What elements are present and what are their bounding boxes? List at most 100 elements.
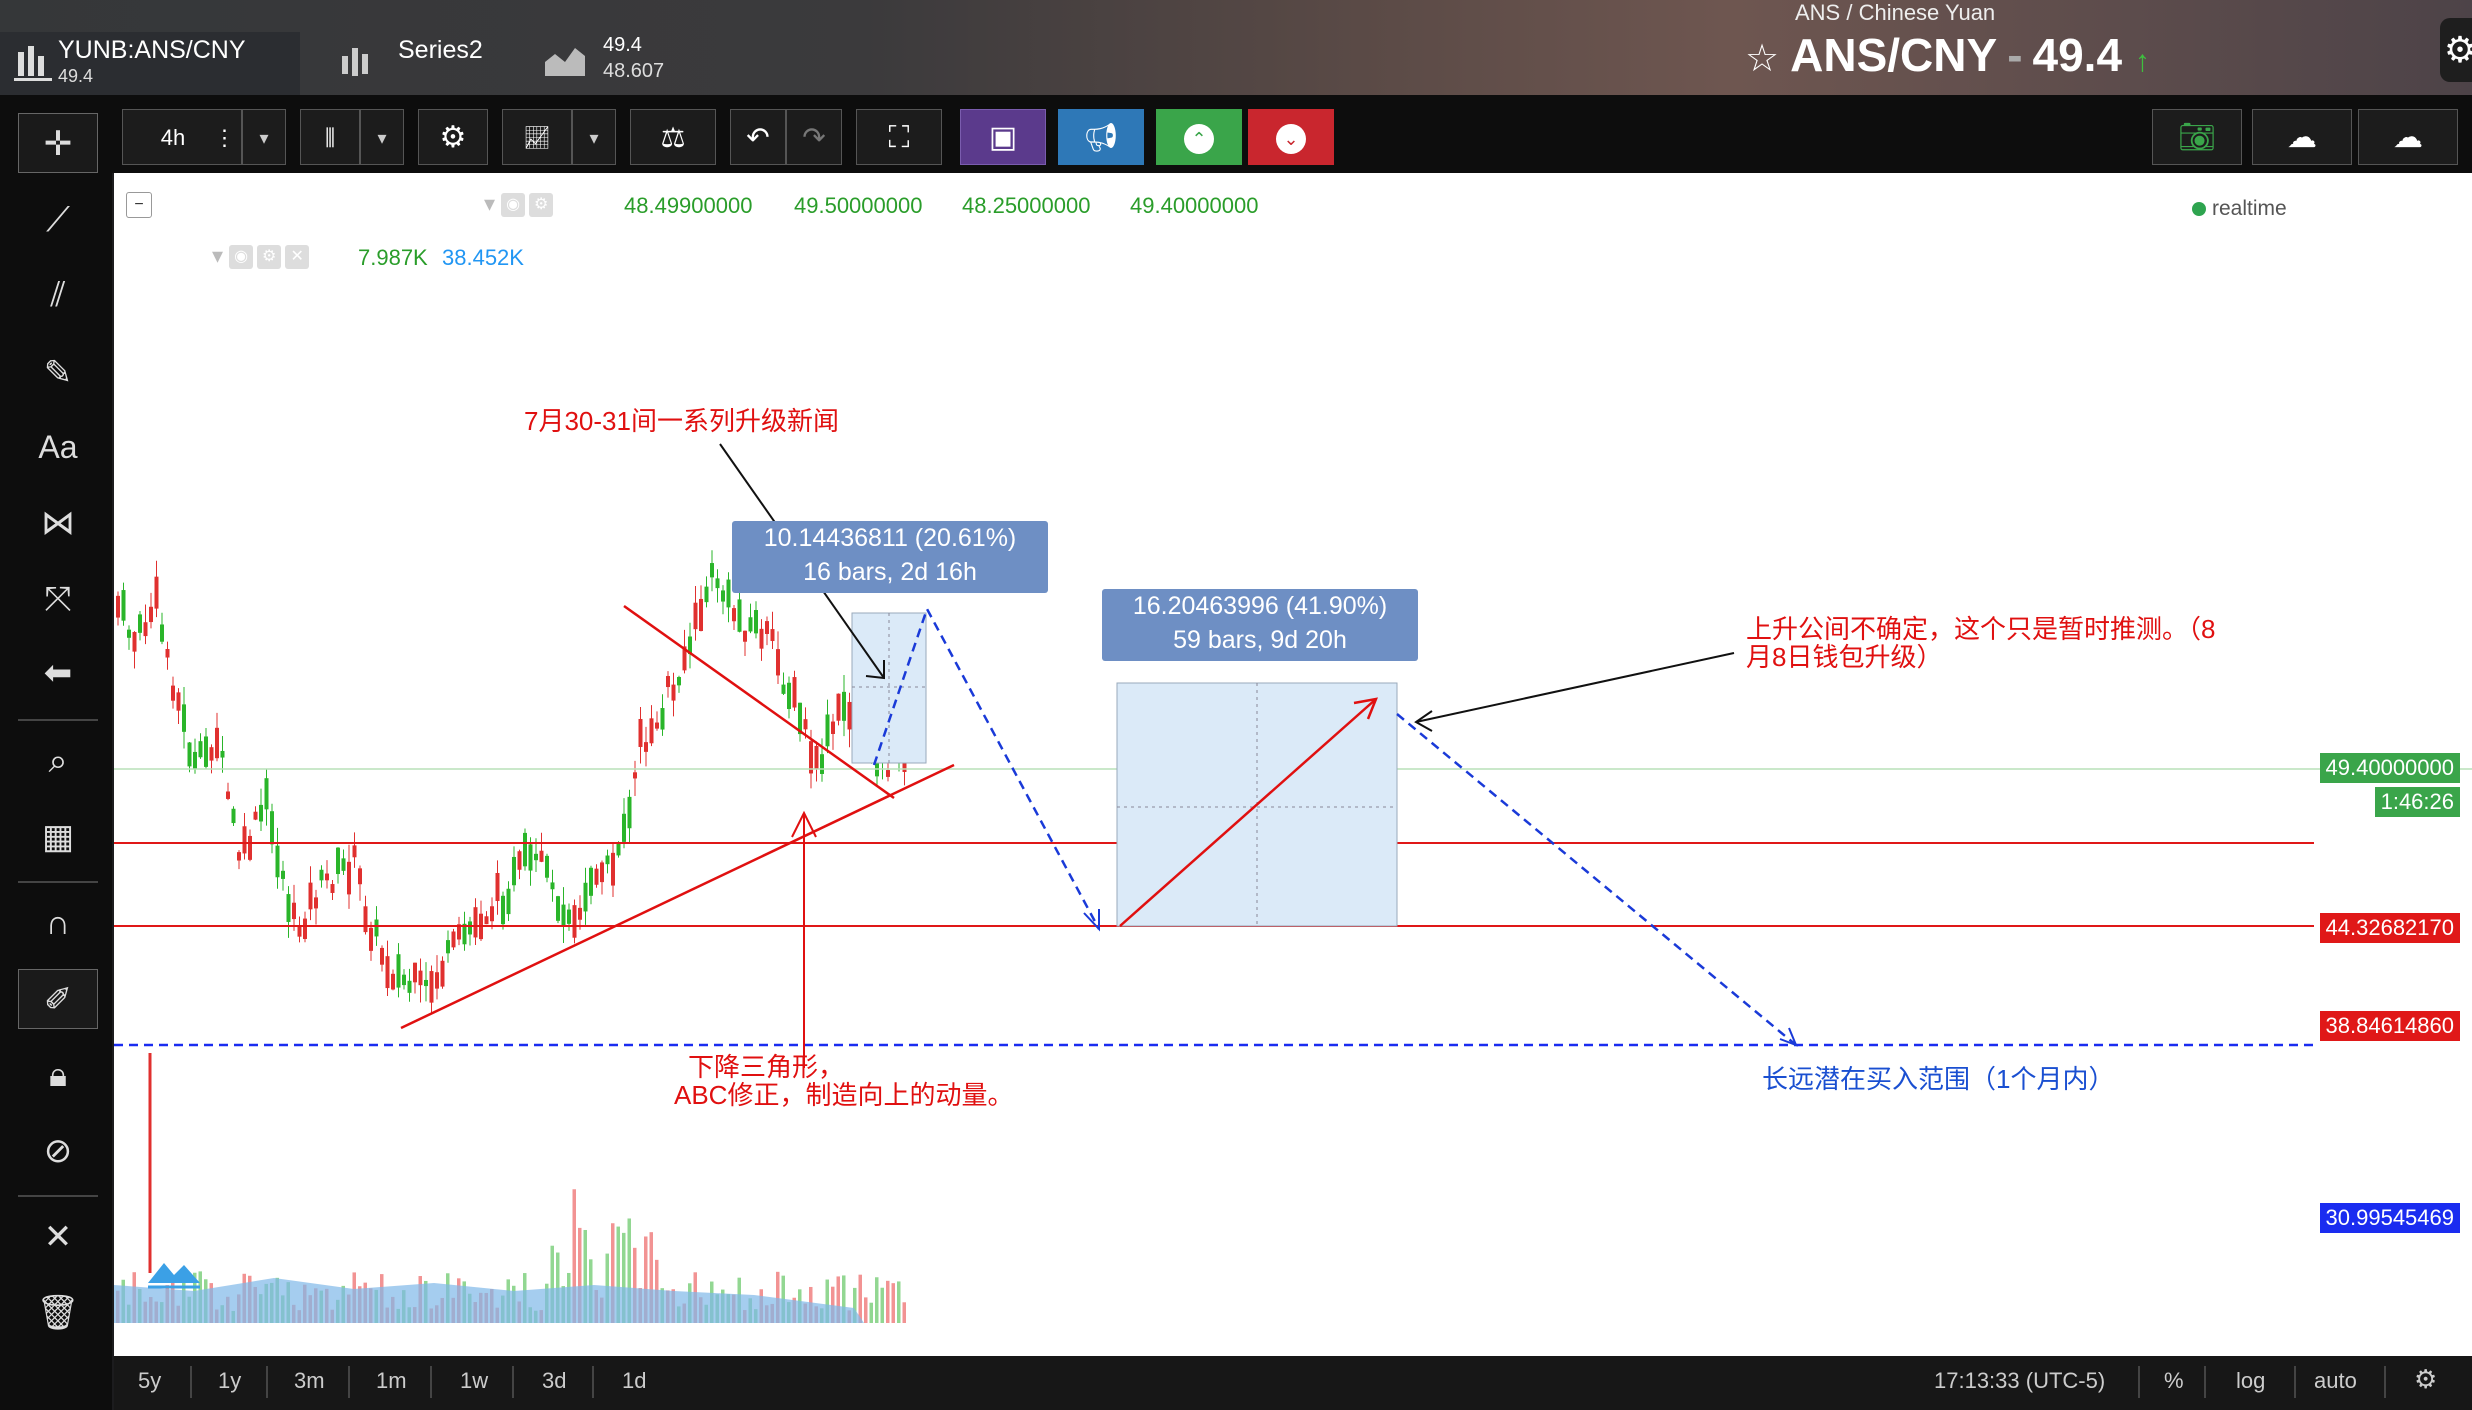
candle: [732, 608, 736, 622]
settings-gear-icon[interactable]: ⚙: [2440, 18, 2472, 82]
buy-range-annotation[interactable]: 长远潜在买入范围（1个月内）: [1762, 1064, 2115, 1094]
area-chart-icon: [545, 48, 585, 76]
indicators-icon[interactable]: 📈︎: [502, 109, 572, 165]
candle: [836, 693, 841, 721]
fullscreen-icon[interactable]: ⛶: [856, 109, 942, 165]
volume-bar: [825, 1279, 829, 1323]
fib-icon[interactable]: ⫽: [50, 276, 66, 314]
megaphone-icon[interactable]: 📢︎: [1058, 109, 1144, 165]
star-icon[interactable]: ☆: [1745, 38, 1780, 80]
candle: [182, 704, 186, 732]
candle: [649, 718, 654, 744]
camera-icon[interactable]: 📷︎: [2152, 109, 2242, 165]
range-5y[interactable]: 5y: [138, 1368, 162, 1393]
pattern-icon[interactable]: ⋈: [41, 504, 75, 542]
triangle-annotation[interactable]: 下降三角形， ABC修正，制造向上的动量。: [674, 1052, 1014, 1110]
candle: [495, 872, 500, 902]
log-toggle[interactable]: log: [2236, 1368, 2266, 1393]
settings-gear-icon[interactable]: ⚙: [418, 109, 488, 165]
drawing-mode-icon[interactable]: ✐: [18, 969, 98, 1029]
magnet-icon[interactable]: ∩: [45, 904, 71, 942]
candle: [704, 586, 709, 603]
candle: [127, 629, 131, 638]
candle: [413, 962, 417, 983]
candle: [484, 916, 489, 925]
redo-icon[interactable]: ↷: [786, 109, 842, 165]
lock-icon[interactable]: 🔒︎: [48, 1056, 68, 1094]
measure-label-2[interactable]: 16.20463996 (41.90%) 59 bars, 9d 20h: [1102, 589, 1418, 661]
range-1d[interactable]: 1d: [622, 1368, 647, 1393]
candle: [242, 826, 247, 854]
cloud-upload-icon[interactable]: ☁: [2358, 109, 2458, 165]
candle: [814, 745, 819, 770]
range-3m[interactable]: 3m: [294, 1368, 325, 1393]
trash-icon[interactable]: 🗑︎: [36, 1294, 80, 1332]
volume-bar: [616, 1226, 620, 1323]
percent-toggle[interactable]: %: [2164, 1368, 2184, 1393]
candle: [490, 906, 494, 922]
candle: [556, 896, 560, 921]
candle: [341, 858, 346, 871]
style-caret-icon[interactable]: ▾: [360, 109, 404, 165]
candle: [264, 778, 269, 810]
projection-path-2[interactable]: [1396, 713, 1797, 1046]
candle: [743, 630, 747, 642]
range-1y[interactable]: 1y: [218, 1368, 242, 1393]
range-1m[interactable]: 1m: [376, 1368, 407, 1393]
arrow-left-icon[interactable]: ⬅: [43, 654, 73, 692]
candle: [787, 682, 791, 710]
gear-icon: ⚙: [529, 193, 554, 218]
candle: [528, 844, 533, 871]
price-chart[interactable]: [114, 173, 2472, 1356]
buy-up-icon[interactable]: ⌃: [1156, 109, 1242, 165]
ohlc-low: 48.25000000: [962, 193, 1091, 218]
auto-toggle[interactable]: auto: [2314, 1368, 2357, 1393]
candle: [116, 595, 120, 618]
measure-label-1[interactable]: 10.14436811 (20.61%) 16 bars, 2d 16h: [732, 521, 1048, 593]
triangle-lower-line[interactable]: [400, 763, 955, 1030]
tools-icon[interactable]: ✕: [43, 1218, 73, 1256]
trendline-icon[interactable]: ⟋: [46, 201, 70, 239]
symbol-area-sub: 48.607: [603, 60, 665, 82]
candle: [154, 576, 159, 609]
compare-scale-icon[interactable]: ⚖: [630, 109, 716, 165]
cube-icon[interactable]: ▣: [960, 109, 1046, 165]
sell-down-icon[interactable]: ⌄: [1248, 109, 1334, 165]
ruler-icon[interactable]: ▦: [41, 818, 75, 856]
news-annotation[interactable]: 7月30-31间一系列升级新闻: [524, 406, 839, 436]
candle: [506, 888, 511, 915]
brush-icon[interactable]: ✎: [43, 354, 73, 392]
more-icon[interactable]: ⋮: [208, 109, 242, 165]
uncertain-annotation[interactable]: 上升公间不确定，这个只是暂时推测。（8 月8日钱包升级）: [1746, 614, 2216, 672]
candle-style-icon[interactable]: ⫼: [300, 109, 360, 165]
zoom-icon[interactable]: ⌕: [48, 742, 68, 780]
legend-main-controls[interactable]: ▾ ◉ ⚙: [484, 191, 557, 218]
undo-icon[interactable]: ↶: [730, 109, 786, 165]
indicators-caret-icon[interactable]: ▾: [572, 109, 616, 165]
candle: [231, 808, 236, 824]
hide-icon[interactable]: ⊘: [43, 1132, 73, 1170]
candle: [798, 702, 802, 735]
text-tool-icon[interactable]: Aa: [38, 429, 78, 465]
chart-toolbar: 4h ⋮ ▾ ⫼ ▾ ⚙ 📈︎ ▾ ⚖ ↶ ↷ ⛶ ▣ 📢︎ ⌃ ⌄ 📷︎ ☁ …: [112, 95, 2472, 173]
range-3d[interactable]: 3d: [542, 1368, 567, 1393]
legend-volume-controls[interactable]: ▾ ◉ ⚙ ✕: [212, 243, 313, 270]
measure-icon[interactable]: ⤧: [44, 580, 72, 618]
candle: [633, 772, 637, 779]
interval-selector[interactable]: 4h: [122, 109, 224, 165]
candle: [259, 804, 263, 822]
projection-path-1[interactable]: [872, 605, 1101, 930]
separator: [18, 719, 98, 721]
collapse-button[interactable]: −: [126, 191, 156, 219]
triangle-upper-line[interactable]: [623, 604, 895, 800]
chart-area[interactable]: − ▾ ◉ ⚙ 48.49900000 49.50000000 48.250000…: [114, 173, 2472, 1356]
cloud-download-icon[interactable]: ☁: [2252, 109, 2352, 165]
crosshair-icon[interactable]: ✛: [18, 113, 98, 173]
clock: 17:13:33 (UTC-5): [1934, 1368, 2106, 1393]
range-1w[interactable]: 1w: [460, 1368, 489, 1393]
up-arrow-line[interactable]: [1119, 698, 1377, 927]
candle: [121, 590, 126, 621]
candle: [204, 736, 208, 767]
settings-gear-icon[interactable]: ⚙: [2414, 1364, 2438, 1394]
interval-caret-icon[interactable]: ▾: [242, 109, 286, 165]
